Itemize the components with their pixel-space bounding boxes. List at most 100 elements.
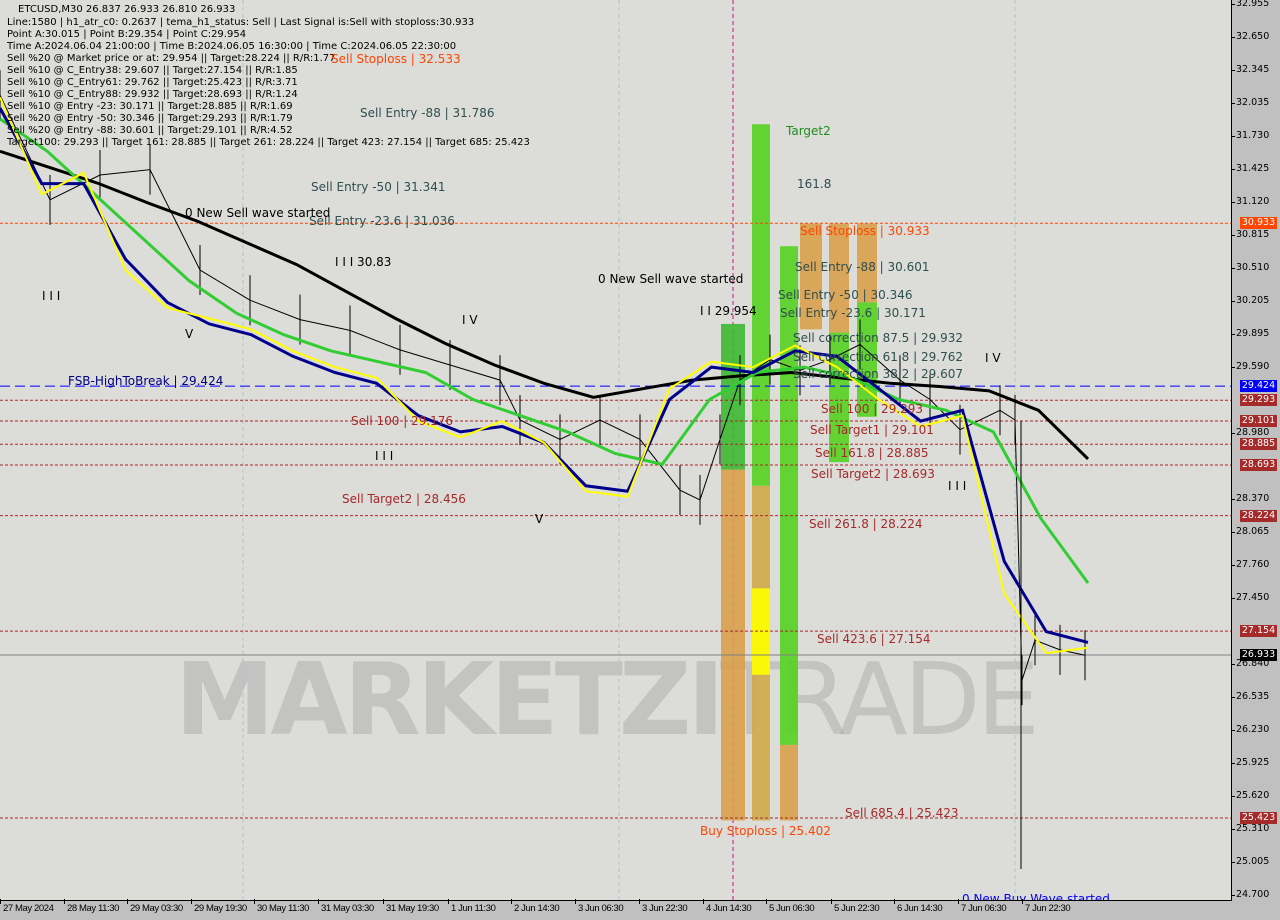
y-tick-label: 32.955 (1230, 0, 1270, 9)
info-line: Sell %10 @ C_Entry61: 29.762 || Target:2… (7, 77, 298, 88)
chart-annotation: 0 New Buy Wave started (962, 892, 1110, 901)
zone-bar (752, 124, 770, 486)
x-tick-label: 28 May 11:30 (63, 899, 120, 914)
x-tick-label: 3 Jun 06:30 (574, 899, 624, 914)
moving-average-black (0, 149, 1090, 460)
moving-average-green (0, 117, 1090, 584)
chart-annotation: Sell correction 61.8 | 29.762 (793, 350, 963, 364)
chart-annotation: Sell correction 38.2 | 29.607 (793, 367, 963, 381)
chart-annotation: I I I (375, 449, 394, 463)
y-tick-label: 31.120 (1230, 196, 1270, 208)
chart-annotation: Sell Entry -50 | 31.341 (311, 180, 446, 194)
moving-average-yellow (0, 96, 1089, 655)
y-tick-label: 28.980 (1230, 427, 1270, 439)
x-tick-label: 3 Jun 22:30 (638, 899, 688, 914)
y-tick-label: 32.345 (1230, 63, 1270, 75)
watermark-thin: TRADE (720, 641, 1040, 758)
chart-annotation: Sell Entry -88 | 30.601 (795, 260, 930, 274)
zone-bar (829, 223, 849, 333)
chart-annotation: V (535, 512, 544, 526)
chart-annotation: Sell Target1 | 29.101 (810, 423, 934, 437)
chart-annotation: Sell Target2 | 28.693 (811, 467, 935, 481)
price-badge: 29.293 (1240, 394, 1277, 407)
y-tick-label: 31.730 (1230, 130, 1270, 142)
chart-annotation: Sell 261.8 | 28.224 (809, 517, 923, 531)
info-line: Target100: 29.293 || Target 161: 28.885 … (7, 137, 530, 148)
chart-annotation: I V (462, 313, 478, 327)
x-tick-label: 31 May 19:30 (383, 899, 439, 914)
x-tick-label: 7 Jun 06:30 (957, 899, 1007, 914)
chart-annotation: Sell 100 | 29.176 (351, 414, 454, 428)
y-tick-label: 31.425 (1230, 163, 1270, 175)
chart-annotation: Sell Entry -50 | 30.346 (778, 288, 913, 302)
y-tick-label: 26.230 (1230, 723, 1270, 735)
y-tick-label: 25.925 (1230, 756, 1270, 768)
price-line (0, 94, 1086, 681)
y-tick-label: 32.650 (1230, 30, 1270, 42)
x-tick-label: 5 Jun 22:30 (830, 899, 880, 914)
x-tick-label: 29 May 03:30 (127, 899, 183, 914)
price-badge: 27.154 (1240, 625, 1277, 638)
chart-annotation: Sell Entry -23.6 | 31.036 (309, 214, 455, 228)
symbol-header: ETCUSD,M30 26.837 26.933 26.810 26.933 (18, 4, 236, 15)
price-badge: 29.424 (1240, 380, 1277, 393)
chart-annotation: FSB-HighToBreak | 29.424 (68, 374, 224, 388)
price-badge: 26.933 (1240, 648, 1277, 661)
price-badge: 28.693 (1240, 459, 1277, 472)
chart-svg (0, 0, 1231, 900)
y-tick-label: 27.450 (1230, 592, 1270, 604)
zone-bar (780, 246, 798, 745)
chart-annotation: Sell Stoploss | 30.933 (800, 224, 930, 238)
chart-annotation: Sell correction 87.5 | 29.932 (793, 331, 963, 345)
info-line: Sell %20 @ Entry -50: 30.346 || Target:2… (7, 113, 293, 124)
x-tick-label: 31 May 03:30 (318, 899, 374, 914)
info-line: Line:1580 | h1_atr_c0: 0.2637 | tema_h1_… (7, 17, 475, 28)
price-badge: 30.933 (1240, 217, 1277, 230)
x-tick-label: 1 Jun 11:30 (448, 899, 496, 914)
info-line: Sell %20 @ Market price or at: 29.954 ||… (7, 53, 336, 64)
info-line: Sell %20 @ Entry -88: 30.601 || Target:2… (7, 125, 293, 136)
y-tick-label: 26.535 (1230, 690, 1270, 702)
chart-annotation: Sell Target2 | 28.456 (342, 492, 466, 506)
chart-annotation: I V (985, 351, 1001, 365)
y-tick-label: 24.700 (1230, 889, 1270, 900)
x-tick-label: 29 May 19:30 (191, 899, 247, 914)
chart-annotation: I I I (948, 479, 967, 493)
chart-annotation: Sell 161.8 | 28.885 (815, 446, 929, 460)
y-tick-label: 30.510 (1230, 261, 1270, 273)
y-tick-label: 30.205 (1230, 294, 1270, 306)
chart-annotation: Sell 423.6 | 27.154 (817, 632, 931, 646)
x-tick-label: 6 Jun 14:30 (893, 899, 943, 914)
chart-annotation: Sell 100 | 29.293 (821, 402, 924, 416)
y-tick-label: 30.815 (1230, 228, 1270, 240)
chart-annotation: 0 New Sell wave started (185, 206, 331, 220)
y-tick-label: 29.895 (1230, 328, 1270, 340)
y-tick-label: 32.035 (1230, 97, 1270, 109)
chart-annotation: I I I (42, 289, 61, 303)
zone-bar (721, 469, 745, 821)
watermark-logo: MARKETZITRADE (175, 650, 1040, 750)
chart-annotation: I I 29.954 (700, 304, 757, 318)
info-line: Point A:30.015 | Point B:29.354 | Point … (7, 29, 247, 40)
info-line: Sell %10 @ C_Entry38: 29.607 || Target:2… (7, 65, 298, 76)
zone-bar (857, 223, 877, 303)
info-line: Sell %10 @ C_Entry88: 29.932 || Target:2… (7, 89, 298, 100)
zone-bar (800, 223, 822, 330)
zone-bar (721, 323, 745, 470)
price-badge: 29.101 (1240, 414, 1277, 427)
y-tick-label: 29.590 (1230, 361, 1270, 373)
y-tick-label: 26.840 (1230, 658, 1270, 670)
y-tick-label: 28.065 (1230, 525, 1270, 537)
chart-annotation: Sell Entry -23.6 | 30.171 (780, 306, 926, 320)
chart-annotation: Buy Stoploss | 25.402 (700, 824, 831, 838)
y-tick-label: 25.310 (1230, 823, 1270, 835)
chart-annotation: Sell Entry -88 | 31.786 (360, 106, 495, 120)
x-tick-label: 30 May 11:30 (253, 899, 310, 914)
x-tick-label: 7 Jun 22:30 (1021, 899, 1071, 914)
chart-annotation: Sell 685.4 | 25.423 (845, 806, 959, 820)
y-tick-label: 25.005 (1230, 856, 1270, 868)
price-badge: 25.423 (1240, 811, 1277, 824)
y-tick-label: 27.760 (1230, 558, 1270, 570)
chart-plot-area[interactable]: MARKETZITRADE ETCUSD,M30 26.837 26.933 2… (0, 0, 1232, 901)
x-tick-label: 27 May 2024 (0, 899, 54, 914)
